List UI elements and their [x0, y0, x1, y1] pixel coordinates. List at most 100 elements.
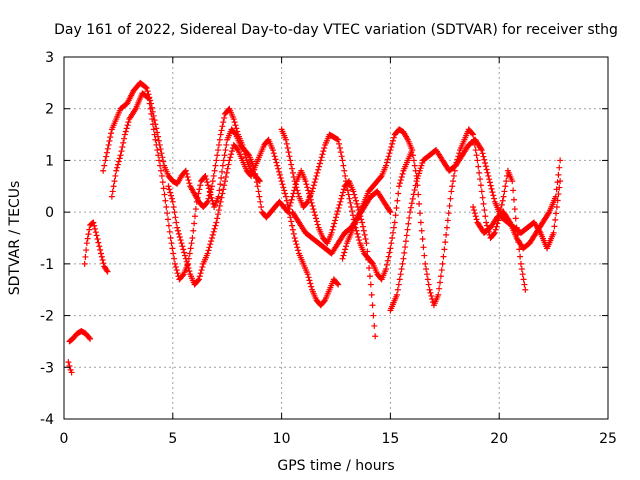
data-point	[153, 141, 160, 148]
data-point	[212, 222, 219, 229]
data-series-11	[289, 188, 394, 257]
data-point	[341, 249, 348, 256]
data-point	[221, 115, 228, 122]
data-point	[406, 209, 413, 216]
data-point	[218, 127, 225, 134]
data-point	[480, 200, 487, 207]
data-point	[124, 122, 131, 129]
data-point	[328, 229, 335, 236]
data-point	[330, 223, 337, 230]
data-point	[111, 178, 118, 185]
data-point	[270, 150, 277, 157]
data-point	[338, 153, 345, 160]
data-point	[217, 181, 224, 188]
data-point	[339, 192, 346, 199]
data-point	[366, 273, 373, 280]
data-point	[144, 88, 151, 95]
data-point	[149, 121, 156, 128]
data-point	[282, 136, 289, 143]
data-point	[349, 212, 356, 219]
data-point	[215, 147, 222, 154]
data-point	[354, 230, 361, 237]
data-point	[426, 286, 433, 293]
data-point	[219, 123, 226, 130]
data-point	[504, 172, 511, 179]
data-point	[275, 165, 282, 172]
data-point	[147, 105, 154, 112]
data-point	[550, 229, 557, 236]
data-point	[311, 179, 318, 186]
data-point	[473, 216, 480, 223]
data-point	[362, 236, 369, 243]
data-point	[227, 154, 234, 161]
data-point	[208, 194, 215, 201]
data-point	[484, 169, 491, 176]
data-point	[285, 206, 292, 213]
data-point	[511, 206, 518, 213]
data-point	[422, 260, 429, 267]
data-point	[358, 216, 365, 223]
data-point	[411, 186, 418, 193]
data-point	[347, 199, 354, 206]
data-point	[114, 161, 121, 168]
data-point	[420, 244, 427, 251]
data-point	[372, 333, 379, 340]
data-point	[441, 246, 448, 253]
data-point	[308, 283, 315, 290]
data-point	[173, 219, 180, 226]
data-point	[425, 281, 432, 288]
data-point	[421, 252, 428, 259]
data-point	[397, 177, 404, 184]
data-point	[68, 369, 75, 376]
data-point	[333, 211, 340, 218]
data-point	[282, 190, 289, 197]
data-point	[408, 200, 415, 207]
data-point	[143, 85, 150, 92]
data-point	[335, 281, 342, 288]
data-point	[448, 188, 455, 195]
data-point	[557, 157, 564, 164]
data-point	[277, 175, 284, 182]
data-point	[334, 208, 341, 215]
data-point	[197, 270, 204, 277]
data-point	[333, 214, 339, 221]
data-point	[161, 191, 168, 198]
data-point	[274, 162, 281, 169]
data-point	[436, 285, 443, 292]
data-point	[278, 178, 285, 185]
data-point	[257, 198, 264, 205]
data-point	[148, 110, 155, 117]
data-point	[234, 146, 241, 153]
data-point	[158, 150, 165, 157]
data-point	[219, 190, 226, 197]
data-point	[342, 172, 349, 179]
data-point	[145, 95, 152, 102]
data-point	[334, 280, 341, 287]
data-point	[450, 172, 457, 179]
data-point	[232, 122, 239, 129]
data-point	[316, 163, 323, 170]
data-point	[470, 203, 477, 210]
y-axis-title: SDTVAR / TECUs	[7, 181, 23, 296]
data-point	[423, 271, 430, 278]
data-point	[383, 261, 390, 268]
data-point	[359, 219, 366, 226]
data-point	[117, 152, 124, 159]
y-tick-label: -3	[40, 360, 54, 376]
data-point	[498, 201, 505, 208]
data-point	[103, 267, 110, 274]
data-point	[383, 162, 390, 169]
data-point	[175, 230, 182, 237]
data-point	[305, 274, 312, 281]
data-point	[169, 198, 176, 205]
data-point	[280, 184, 287, 191]
data-point	[193, 198, 200, 205]
data-point	[314, 221, 321, 228]
data-point	[226, 157, 233, 164]
x-tick-labels: 0 5 10 15 20 25	[60, 431, 617, 447]
data-point	[255, 188, 262, 195]
data-point	[287, 199, 294, 206]
data-point	[307, 280, 314, 287]
data-point	[285, 149, 292, 156]
data-point	[342, 246, 349, 253]
